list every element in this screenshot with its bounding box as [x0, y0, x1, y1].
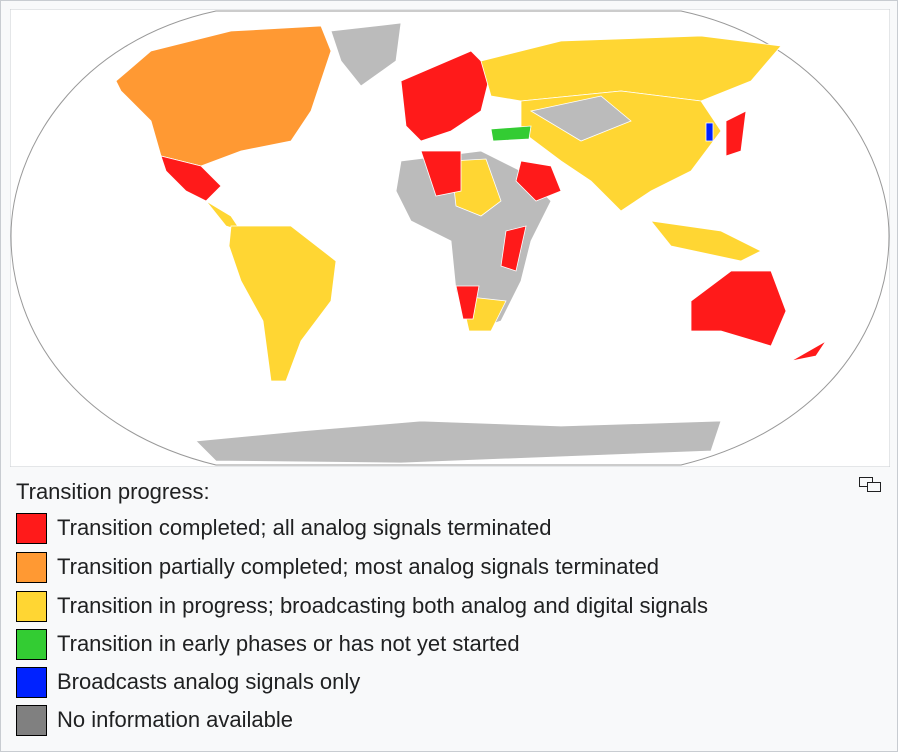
legend-swatch	[16, 628, 47, 660]
legend-label: Transition partially completed; most ana…	[57, 554, 660, 579]
legend-title: Transition progress:	[16, 479, 210, 504]
legend-item: Broadcasts analog signals only	[16, 666, 360, 698]
legend-swatch	[16, 704, 47, 736]
legend-swatch	[16, 666, 47, 698]
legend-swatch	[16, 512, 47, 544]
legend-item: No information available	[16, 704, 293, 736]
enlarge-icon[interactable]	[858, 476, 882, 496]
legend-item: Transition partially completed; most ana…	[16, 551, 659, 583]
legend-item: Transition in early phases or has not ye…	[16, 628, 520, 660]
legend-item: Transition completed; all analog signals…	[16, 512, 551, 544]
legend-label: Transition in early phases or has not ye…	[57, 631, 520, 656]
legend-label: No information available	[57, 707, 294, 732]
legend-label: Transition completed; all analog signals…	[57, 515, 552, 540]
legend-label: Broadcasts analog signals only	[57, 669, 361, 694]
legend-swatch	[16, 551, 47, 583]
world-map	[10, 9, 890, 467]
legend-item: Transition in progress; broadcasting bot…	[16, 590, 708, 622]
legend-label: Transition in progress; broadcasting bot…	[57, 593, 709, 618]
legend-swatch	[16, 590, 47, 622]
